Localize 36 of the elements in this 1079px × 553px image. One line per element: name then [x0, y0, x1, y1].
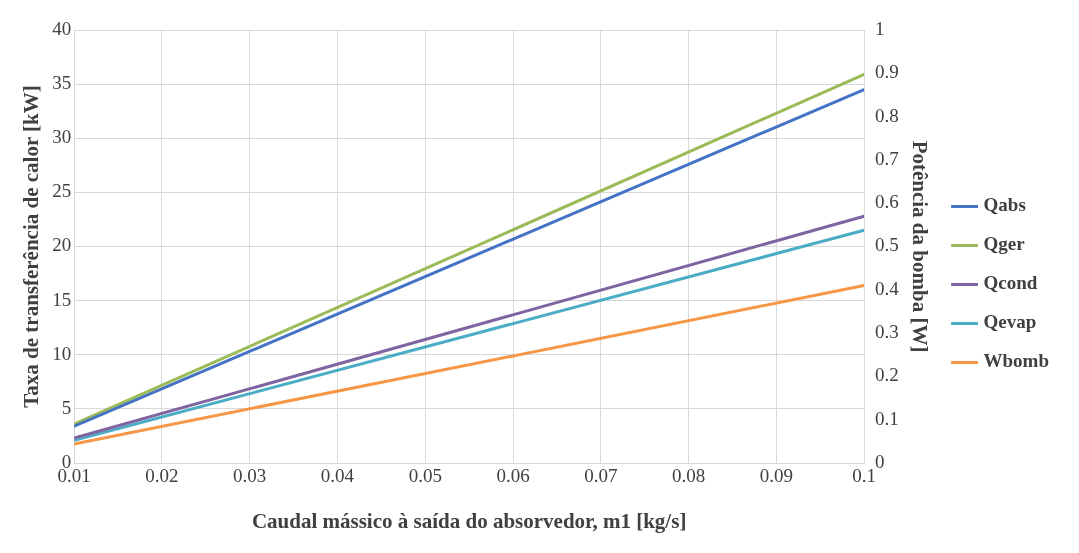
y-tick-label: 5 — [61, 396, 72, 418]
legend-label: Qevap — [983, 311, 1037, 333]
y2-tick-label: 1 — [875, 17, 885, 39]
y2-tick-label: 0 — [875, 450, 885, 472]
x-tick-label: 0.05 — [408, 465, 442, 487]
x-axis-title: Caudal mássico à saída do absorvedor, m1 [kg/s] — [251, 508, 687, 533]
y-tick-label: 40 — [52, 17, 72, 39]
y-axis-title: Taxa de transferência de calor [kW] — [19, 85, 44, 408]
y-tick-label: 15 — [52, 288, 72, 310]
legend-label: Qcond — [983, 272, 1038, 294]
y2-tick-label: 0.2 — [875, 364, 899, 386]
y2-tick-label: 0.8 — [875, 104, 899, 126]
y2-tick-label: 0.9 — [875, 61, 899, 83]
x-tick-label: 0.1 — [852, 465, 876, 487]
y2-tick-label: 0.3 — [875, 321, 899, 343]
x-tick-label: 0.06 — [496, 465, 530, 487]
legend-label: Qger — [983, 233, 1026, 255]
x-tick-label: 0.08 — [671, 465, 706, 487]
legend-label: Qabs — [983, 194, 1026, 216]
y2-axis-title: Potência da bomba [W] — [908, 140, 933, 353]
y2-tick-label: 0.5 — [875, 234, 899, 256]
y2-tick-label: 0.6 — [875, 191, 899, 213]
y-tick-label: 35 — [52, 72, 72, 94]
legend-label: Wbomb — [983, 350, 1050, 372]
x-tick-label: 0.07 — [584, 465, 618, 487]
y-tick-label: 30 — [52, 126, 72, 148]
y2-tick-label: 0.7 — [875, 147, 899, 169]
x-tick-label: 0.04 — [320, 465, 355, 487]
x-tick-label: 0.02 — [145, 465, 179, 487]
y-tick-label: 20 — [52, 234, 72, 256]
x-tick-label: 0.09 — [759, 465, 793, 487]
y-tick-label: 25 — [52, 180, 72, 202]
x-tick-label: 0.03 — [233, 465, 267, 487]
y2-tick-label: 0.1 — [875, 407, 899, 429]
y-tick-label: 10 — [52, 342, 72, 364]
y2-tick-label: 0.4 — [875, 277, 900, 299]
